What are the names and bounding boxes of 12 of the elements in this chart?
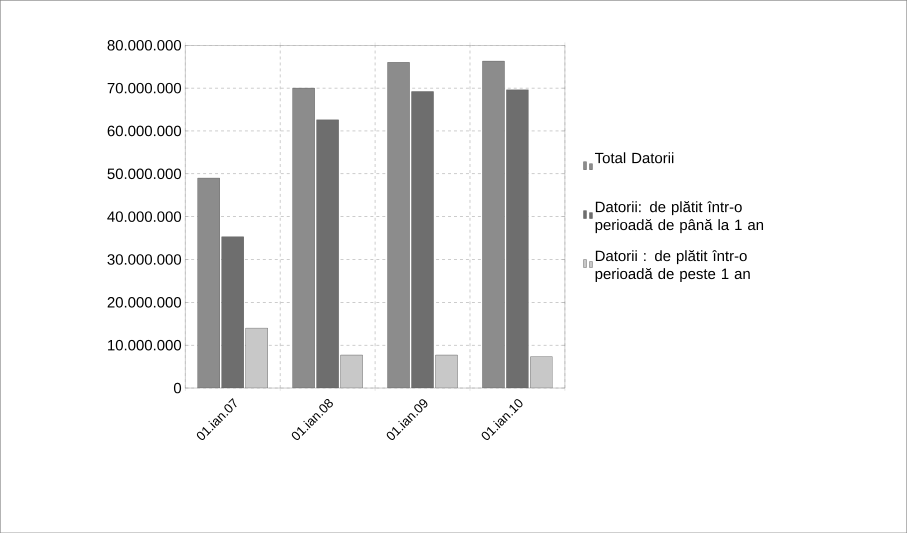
legend-label: Datorii : de plătit într-o perioadă de peste 1 an bbox=[596, 250, 750, 282]
y-tick-label: 80.000.000 bbox=[108, 40, 182, 50]
legend-label: Datorii: de plătit într-o perioadă de până la 1 an bbox=[596, 200, 764, 233]
y-tick-label: 0 bbox=[174, 382, 182, 394]
y-tick-label: 10.000.000 bbox=[108, 340, 182, 350]
y-tick-label: 50.000.000 bbox=[108, 168, 182, 179]
y-tick-label: 30.000.000 bbox=[107, 254, 182, 265]
y-tick-label: 60.000.000 bbox=[108, 126, 182, 136]
y-tick-label: 70.000.000 bbox=[108, 82, 182, 94]
y-tick-label: 20.000.000 bbox=[108, 296, 182, 308]
legend-label: Total Datorii bbox=[594, 152, 674, 164]
y-tick-label: 40.000.000 bbox=[107, 211, 182, 222]
